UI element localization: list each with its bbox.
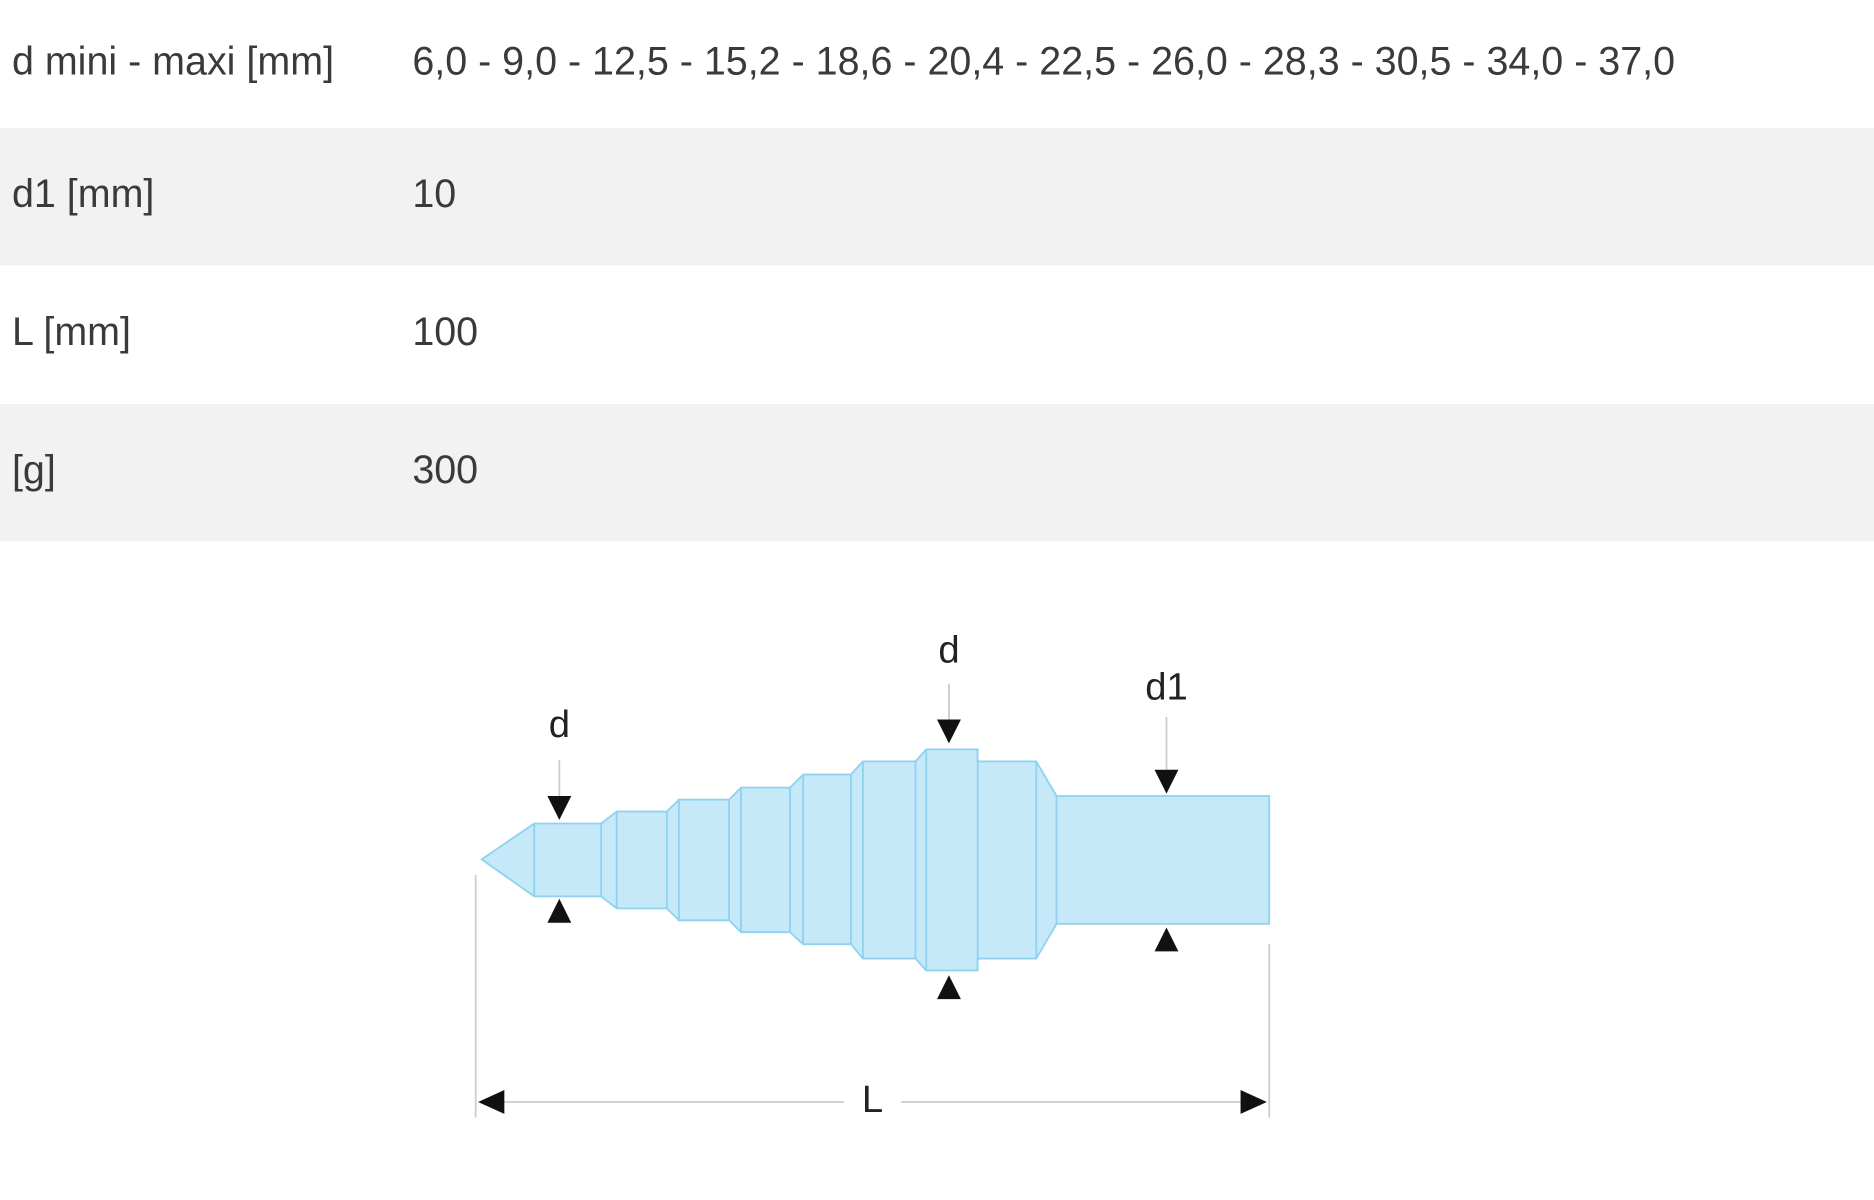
drill-body <box>480 748 1271 972</box>
spec-table: d mini - maxi [mm] 6,0 - 9,0 - 12,5 - 15,… <box>0 39 1874 542</box>
arrows <box>478 719 1267 1114</box>
row-background <box>0 403 1874 542</box>
step-drill-diagram: d d d1 L <box>474 629 1271 1121</box>
dim-label-d1: d1 <box>1145 666 1188 709</box>
row-label: [g] <box>12 448 56 492</box>
dim-label-l: L <box>862 1078 883 1121</box>
row-background <box>0 127 1874 266</box>
row-value: 100 <box>412 310 478 354</box>
step-lines <box>533 749 1058 971</box>
dim-label-d: d <box>549 703 570 746</box>
row-value: 300 <box>412 448 478 492</box>
dim-label-d: d <box>938 629 959 672</box>
dimension-lines <box>474 683 1271 1118</box>
row-value: 6,0 - 9,0 - 12,5 - 15,2 - 18,6 - 20,4 - … <box>412 39 1675 83</box>
row-label: d mini - maxi [mm] <box>12 39 334 83</box>
row-value: 10 <box>412 172 456 216</box>
row-label: L [mm] <box>12 310 131 354</box>
row-label: d1 [mm] <box>12 172 154 216</box>
